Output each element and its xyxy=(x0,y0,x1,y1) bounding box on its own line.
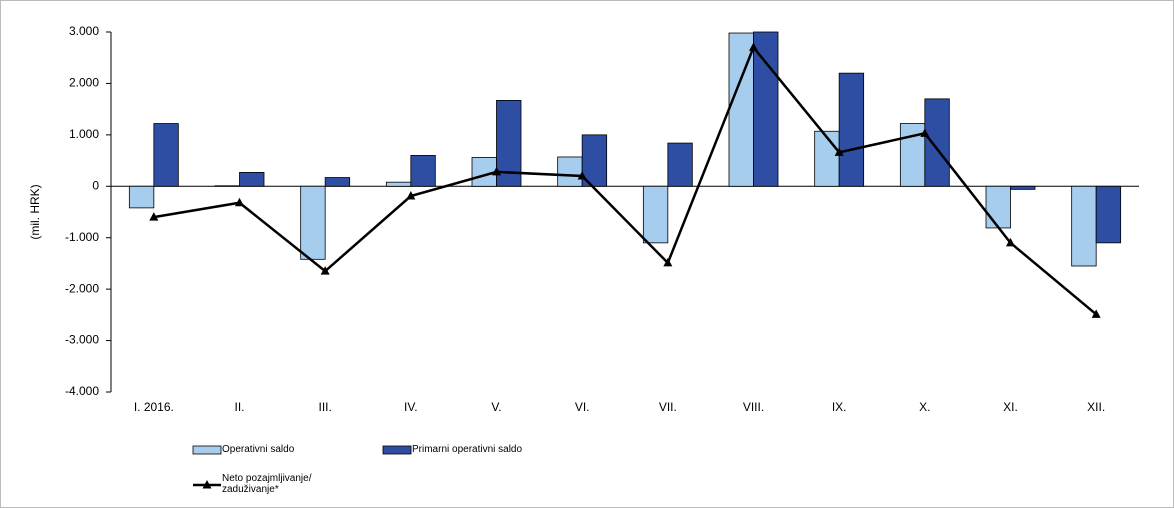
y-tick-label: -4.000 xyxy=(65,384,99,398)
legend-swatch xyxy=(382,445,412,455)
marker xyxy=(663,257,673,267)
x-tick-label: X. xyxy=(919,400,930,414)
y-tick-label: -2.000 xyxy=(65,281,99,295)
x-tick-label: XII. xyxy=(1087,400,1105,414)
line xyxy=(153,44,1097,316)
marker xyxy=(1091,309,1101,318)
y-tick-label: -1.000 xyxy=(65,230,99,244)
bar xyxy=(838,72,865,187)
bar xyxy=(557,156,583,187)
marker xyxy=(920,128,930,137)
legend-label: Primarni operativni saldo xyxy=(412,444,523,455)
y-tick-label: -3.000 xyxy=(65,333,99,347)
bar xyxy=(1095,185,1122,244)
x-tick-label: VIII. xyxy=(743,400,764,414)
y-axis-label: (mil. HRK) xyxy=(28,184,42,239)
y-tick-label: 0 xyxy=(92,178,99,192)
x-tick-label: V. xyxy=(491,400,501,414)
x-tick-label: II. xyxy=(234,400,244,414)
x-tick-label: VII. xyxy=(659,400,677,414)
bar xyxy=(924,98,950,187)
x-tick-label: IV. xyxy=(404,400,418,414)
x-tick-label: IX. xyxy=(832,400,847,414)
bar xyxy=(385,181,412,187)
x-tick-label: III. xyxy=(318,400,331,414)
marker xyxy=(834,147,844,156)
marker xyxy=(406,191,416,200)
legend-marker xyxy=(202,480,212,489)
bar xyxy=(324,177,351,187)
x-tick-label: I. 2016. xyxy=(134,400,174,414)
legend-label: Operativni saldo xyxy=(222,444,295,455)
bar xyxy=(300,185,326,260)
x-tick-label: VI. xyxy=(575,400,590,414)
marker xyxy=(149,212,159,221)
marker xyxy=(749,42,758,51)
marker xyxy=(1006,237,1015,247)
legend-label: Neto pozajmljivanje/ zaduživanje* xyxy=(222,473,312,495)
bar xyxy=(153,123,179,187)
bar xyxy=(239,171,265,187)
bar xyxy=(1071,185,1097,267)
bar xyxy=(128,185,155,209)
bar xyxy=(214,185,240,187)
bar xyxy=(581,134,608,187)
x-tick-label: XI. xyxy=(1003,400,1018,414)
bar xyxy=(985,185,1011,229)
bar xyxy=(410,155,436,187)
marker xyxy=(235,197,244,207)
marker xyxy=(320,266,330,275)
y-tick-label: 3.000 xyxy=(69,24,99,38)
y-tick-label: 2.000 xyxy=(69,76,99,90)
bar xyxy=(642,185,669,244)
marker xyxy=(577,171,587,180)
bar xyxy=(753,31,779,187)
y-tick-label: 1.000 xyxy=(69,127,99,141)
bar xyxy=(1010,185,1036,190)
bar xyxy=(667,142,693,187)
bar xyxy=(814,130,840,187)
marker xyxy=(492,166,501,176)
legend-swatch xyxy=(192,445,222,455)
